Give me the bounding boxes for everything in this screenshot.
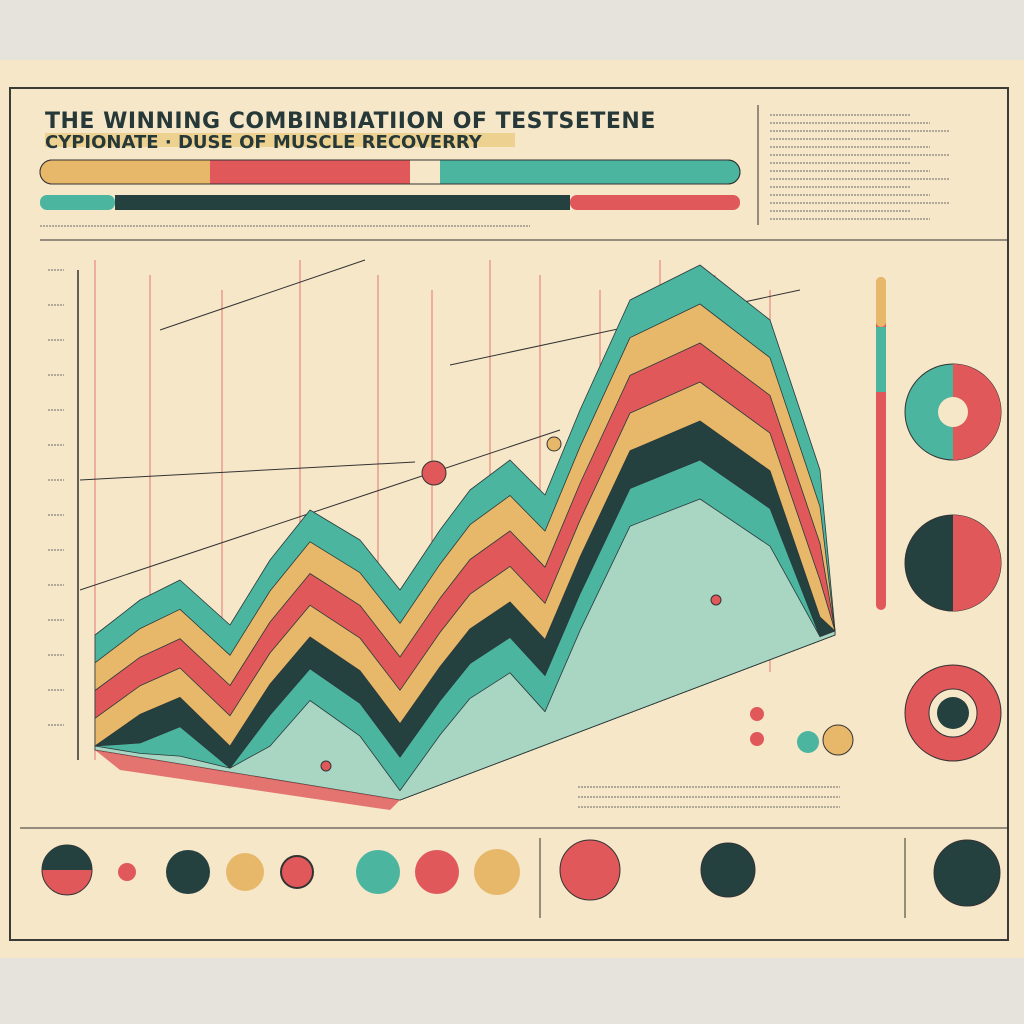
marker — [710, 594, 722, 606]
guide-line — [159, 259, 366, 331]
bottom-circles — [41, 707, 1001, 918]
marker — [546, 436, 562, 452]
wave-area — [94, 264, 836, 810]
side-pies — [876, 277, 1002, 762]
poster-frame — [9, 87, 1009, 941]
marker — [421, 460, 447, 486]
progress-bar — [40, 195, 740, 210]
title: THE WINNING COMBINBIATIION OF TESTSETENE — [45, 109, 656, 134]
legend-pill — [39, 159, 741, 185]
guide-line — [79, 429, 561, 591]
subtitle: CYPIONATE · DUSE OF MUSCLE RECOVERRY — [45, 132, 483, 153]
floor — [95, 750, 400, 810]
marker — [320, 760, 332, 772]
wave-layer — [94, 498, 836, 801]
guide-line — [79, 461, 416, 481]
subtitle-highlight — [45, 133, 515, 147]
